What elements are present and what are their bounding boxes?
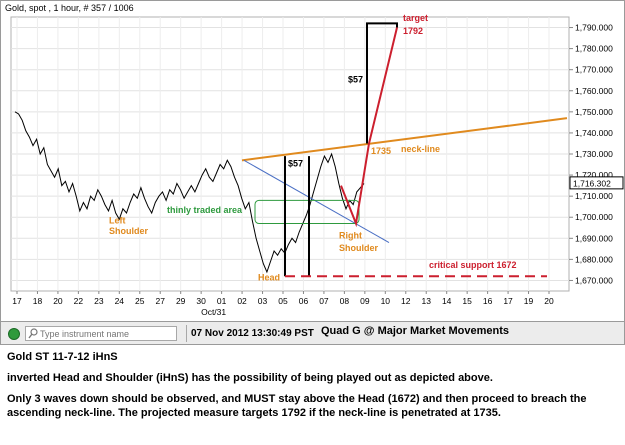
y-tick-label: 1,750.000 <box>575 107 613 117</box>
left-shoulder-label: Shoulder <box>109 226 148 236</box>
status-credit: Quad G @ Major Market Movements <box>321 325 509 337</box>
y-tick-label: 1,670.000 <box>575 275 613 285</box>
y-tick-label: 1,730.000 <box>575 149 613 159</box>
y-tick-label: 1,680.000 <box>575 254 613 264</box>
x-tick-label: 17 <box>503 296 513 306</box>
current-price-tag <box>569 176 624 190</box>
chart-panel: 1,670.000 1,680.000 1,690.000 1,700.000 1,71… <box>0 0 625 322</box>
x-tick-label: 01 <box>217 296 227 306</box>
instrument-search-box[interactable] <box>25 326 177 341</box>
measure-label: $57 <box>348 74 363 84</box>
head-label: Head <box>258 272 280 282</box>
x-tick-label: 17 <box>12 296 22 306</box>
y-tick-label: 1,690.000 <box>575 233 613 243</box>
x-tick-label: 10 <box>381 296 391 306</box>
x-tick-label: 20 <box>53 296 63 306</box>
x-tick-label: 22 <box>74 296 84 306</box>
status-divider <box>186 325 187 342</box>
y-tick-label: 1,760.000 <box>575 86 613 96</box>
target-label: target <box>403 13 428 23</box>
chart-title: Gold, spot , 1 hour, # 357 / 1006 <box>5 3 134 13</box>
x-tick-label: 20 <box>544 296 554 306</box>
y-tick-label: 1,790.000 <box>575 23 613 33</box>
price-chart[interactable]: 1,670.000 1,680.000 1,690.000 1,700.000 1,71… <box>1 1 625 323</box>
right-shoulder-label: Right <box>339 230 362 240</box>
search-icon <box>28 328 38 339</box>
x-tick-label: 25 <box>135 296 145 306</box>
x-tick-label: 07 <box>319 296 329 306</box>
x-tick-label: 03 <box>258 296 268 306</box>
y-tick-label: 1,740.000 <box>575 128 613 138</box>
x-tick-label: 06 <box>299 296 309 306</box>
y-tick-label: 1,700.000 <box>575 212 613 222</box>
y-tick-label: 1,720.000 <box>575 170 613 180</box>
notes-paragraph-2: Only 3 waves down should be observed, an… <box>7 393 587 419</box>
target-value: 1792 <box>403 26 423 36</box>
measure-label-2: $57 <box>288 159 303 169</box>
y-tick-label: 1,710.000 <box>575 191 613 201</box>
instrument-search-input[interactable] <box>40 327 176 340</box>
right-shoulder-label: Shoulder <box>339 243 378 253</box>
price-series-line <box>14 111 365 274</box>
thin-area-box <box>254 199 360 225</box>
x-tick-label: 12 <box>401 296 411 306</box>
x-tick-label: 18 <box>33 296 43 306</box>
x-tick-label: 30 <box>196 296 206 306</box>
thin-area-label: thinly traded area <box>167 205 243 215</box>
x-month-label: Oct/31 <box>201 307 226 317</box>
notes-title: Gold ST 11-7-12 iHnS <box>7 351 118 363</box>
x-tick-label: 29 <box>176 296 186 306</box>
breakout-value: 1735 <box>371 146 391 156</box>
x-tick-label: 27 <box>155 296 165 306</box>
analysis-notes: Gold ST 11-7-12 iHnS inverted Head and S… <box>7 350 619 427</box>
target-measure-box <box>366 22 398 144</box>
status-timestamp: 07 Nov 2012 13:30:49 PST <box>191 328 314 339</box>
x-tick-label: 14 <box>442 296 452 306</box>
channel-line <box>243 159 390 243</box>
notes-paragraph-1: inverted Head and Shoulder (iHnS) has th… <box>7 372 493 384</box>
status-bar: 07 Nov 2012 13:30:49 PST Quad G @ Major … <box>0 322 625 345</box>
x-tick-label: 05 <box>278 296 288 306</box>
x-tick-label: 09 <box>360 296 370 306</box>
x-tick-label: 23 <box>94 296 104 306</box>
y-tick-label: 1,780.000 <box>575 44 613 54</box>
x-tick-label: 24 <box>115 296 125 306</box>
neckline-label: neck-line <box>401 144 440 154</box>
y-tick-label: 1,770.000 <box>575 65 613 75</box>
left-shoulder-label: Left <box>109 216 126 226</box>
x-tick-label: 08 <box>340 296 350 306</box>
neckline <box>241 117 568 162</box>
x-tick-label: 16 <box>483 296 493 306</box>
x-tick-label: 02 <box>237 296 247 306</box>
connection-status-icon <box>8 328 20 340</box>
x-tick-label: 15 <box>462 296 472 306</box>
current-price-label: 1,716.302 <box>573 178 611 188</box>
x-tick-label: 19 <box>524 296 534 306</box>
support-label: critical support 1672 <box>429 260 517 270</box>
x-tick-label: 13 <box>421 296 431 306</box>
projected-path <box>340 27 398 228</box>
